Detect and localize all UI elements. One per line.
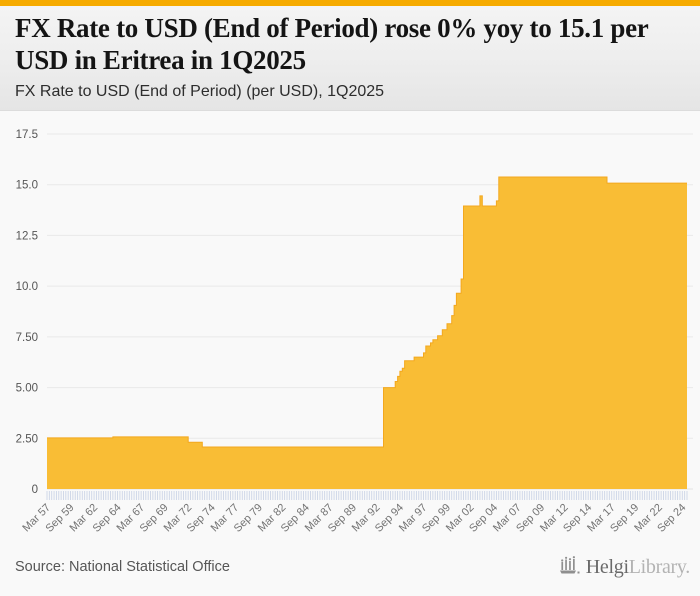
page-header: FX Rate to USD (End of Period) rose 0% y… bbox=[0, 6, 700, 111]
y-axis-tick-label: 17.5 bbox=[16, 129, 38, 141]
top-accent-bar bbox=[0, 0, 700, 6]
logo-wordmark: HelgiLibrary. bbox=[585, 556, 691, 578]
y-axis-tick-label: 12.5 bbox=[16, 230, 38, 242]
logo-text-helgi: Helgi bbox=[585, 556, 629, 578]
area-series-edge bbox=[47, 176, 687, 448]
footer: Source: National Statistical Office Helg… bbox=[0, 545, 700, 596]
source-text: Source: National Statistical Office bbox=[15, 559, 230, 575]
helgilibrary-logo: HelgiLibrary. bbox=[558, 555, 690, 577]
y-axis-tick-label: 2.50 bbox=[16, 433, 38, 445]
page-subtitle: FX Rate to USD (End of Period) (per USD)… bbox=[15, 83, 385, 101]
helgilibrary-logo-icon bbox=[559, 556, 580, 574]
chart: 17.5 15.0 12.5 10.0 7.50 5.00 2.50 0 Mar 57 Sep 5… bbox=[0, 111, 700, 545]
y-axis-tick-label: 10.0 bbox=[16, 281, 38, 293]
y-axis-tick-label: 5.00 bbox=[16, 383, 38, 395]
logo-text-library: Library. bbox=[628, 556, 691, 578]
y-axis-tick-label: 15.0 bbox=[16, 180, 38, 192]
y-axis-tick-label: 7.50 bbox=[16, 332, 38, 344]
page-title: FX Rate to USD (End of Period) rose 0% y… bbox=[15, 13, 648, 75]
area-series bbox=[47, 177, 687, 489]
y-axis-tick-label: 0 bbox=[32, 484, 38, 496]
